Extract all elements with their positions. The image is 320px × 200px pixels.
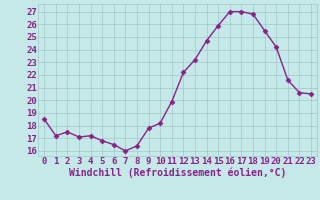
X-axis label: Windchill (Refroidissement éolien,°C): Windchill (Refroidissement éolien,°C) [69,168,286,178]
